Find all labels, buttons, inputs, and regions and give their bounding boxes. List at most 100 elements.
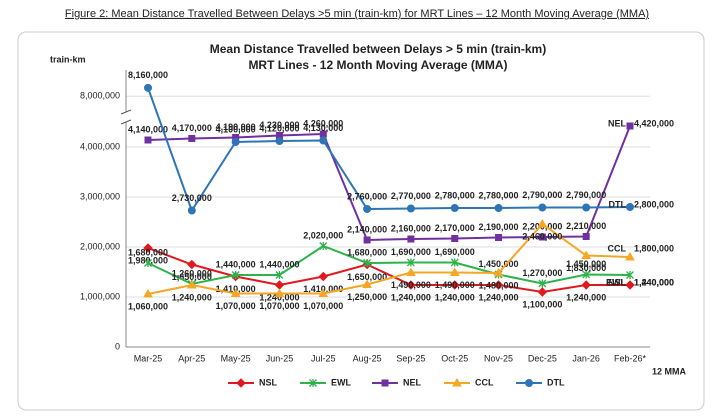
legend-item: NEL [372, 377, 422, 387]
data-label: 2,190,000 [479, 222, 519, 232]
marker [406, 204, 415, 213]
marker [582, 233, 590, 240]
marker [231, 138, 240, 146]
x-tick-label: May-25 [221, 353, 251, 363]
legend-marker [452, 377, 462, 387]
data-label: 1,100,000 [522, 299, 562, 309]
data-label: 4,170,000 [172, 123, 212, 133]
legend-label: NSL [259, 377, 278, 387]
chart-title: Mean Distance Travelled between Delays >… [210, 42, 546, 56]
data-label: 1,680,000 [347, 247, 387, 257]
data-label: 1,800,000 [634, 243, 674, 253]
marker [582, 203, 591, 212]
x-tick-label: Feb-26* [614, 353, 647, 363]
data-label: 1,440,000 [259, 259, 299, 269]
data-label: 2,780,000 [435, 190, 475, 200]
series-end-name: DTL [609, 199, 627, 209]
marker [449, 267, 460, 276]
data-label: 2,770,000 [391, 191, 431, 201]
marker [144, 259, 152, 267]
data-label: 2,210,000 [566, 221, 606, 231]
series-line [147, 222, 631, 295]
marker [538, 203, 547, 212]
y-tick-label: 2,000,000 [80, 241, 120, 251]
data-label: 1,440,000 [216, 259, 256, 269]
axis-break [120, 119, 132, 125]
legend-label: EWL [331, 377, 351, 387]
marker [625, 251, 635, 261]
data-label: 2,160,000 [391, 223, 431, 233]
marker [188, 135, 196, 142]
x-tick-label: Jun-25 [266, 353, 294, 363]
marker [187, 206, 196, 215]
data-label: 1,070,000 [216, 301, 256, 311]
data-label: 1,240,000 [634, 277, 674, 287]
y-tick-label: 0 [115, 341, 120, 351]
legend-label: DTL [547, 377, 565, 387]
x-tick-label: Sep-25 [396, 353, 425, 363]
marker [144, 83, 152, 92]
marker [493, 267, 504, 277]
x-tick-label: Jan-26 [572, 353, 600, 363]
x-tick-label: Apr-25 [178, 353, 205, 363]
legend-marker [236, 378, 246, 388]
figure-caption: Figure 2: Mean Distance Travelled Betwee… [65, 8, 649, 20]
data-label: 2,790,000 [566, 190, 606, 200]
marker [626, 271, 634, 279]
marker [407, 235, 415, 243]
x-tick-label: Jul-25 [311, 353, 336, 363]
series-line [147, 247, 630, 294]
marker [363, 259, 372, 267]
data-label: 1,490,000 [435, 280, 475, 290]
y-tick-label: 4,000,000 [80, 141, 120, 151]
marker [537, 287, 548, 297]
data-label: 2,020,000 [303, 230, 343, 240]
data-label: 1,260,000 [172, 268, 212, 278]
marker [143, 243, 153, 253]
data-label: 2,730,000 [172, 193, 212, 203]
marker [319, 242, 328, 250]
chart-subtitle: MRT Lines - 12 Month Moving Average (MMA… [248, 58, 507, 72]
data-label: 4,120,000 [259, 123, 299, 133]
data-label: 1,070,000 [303, 301, 343, 311]
marker [362, 279, 372, 288]
marker [494, 204, 503, 212]
marker [450, 280, 460, 290]
data-label: 4,230,000 [259, 120, 299, 130]
data-label: 1,240,000 [435, 292, 475, 302]
data-label: 1,830,000 [566, 263, 606, 273]
data-label: 2,800,000 [634, 199, 674, 209]
series-end-name: CCL [608, 243, 627, 253]
legend-marker [309, 379, 317, 387]
series-line [147, 125, 631, 242]
data-label: 1,270,000 [522, 268, 562, 278]
marker [450, 258, 459, 267]
x-tick-label: Nov-25 [484, 353, 513, 363]
marker [318, 271, 328, 282]
data-label: 4,190,000 [216, 122, 256, 132]
data-label: 1,650,000 [347, 272, 387, 282]
marker [275, 137, 284, 145]
data-label: 2,140,000 [347, 224, 387, 234]
data-label: 1,650,000 [172, 272, 212, 282]
marker [406, 267, 416, 276]
marker [450, 204, 459, 212]
data-label: 1,240,000 [259, 292, 299, 302]
data-label: 1,070,000 [259, 301, 299, 311]
legend-item: NSL [228, 377, 278, 388]
marker [625, 280, 635, 290]
data-label: 1,450,000 [479, 259, 519, 269]
data-label: 1,440,000 [634, 277, 674, 287]
y-tick-label: 8,000,000 [80, 91, 120, 101]
marker [363, 205, 372, 213]
marker [231, 271, 240, 279]
data-label: 1,240,000 [566, 292, 606, 302]
data-label: 4,140,000 [128, 124, 168, 134]
marker [581, 280, 591, 290]
x-tick-label: Aug-25 [353, 353, 382, 363]
marker [451, 235, 459, 242]
data-label: 1,240,000 [391, 292, 431, 302]
legend-marker [381, 379, 389, 387]
x-tick-label: Dec-25 [528, 353, 557, 363]
